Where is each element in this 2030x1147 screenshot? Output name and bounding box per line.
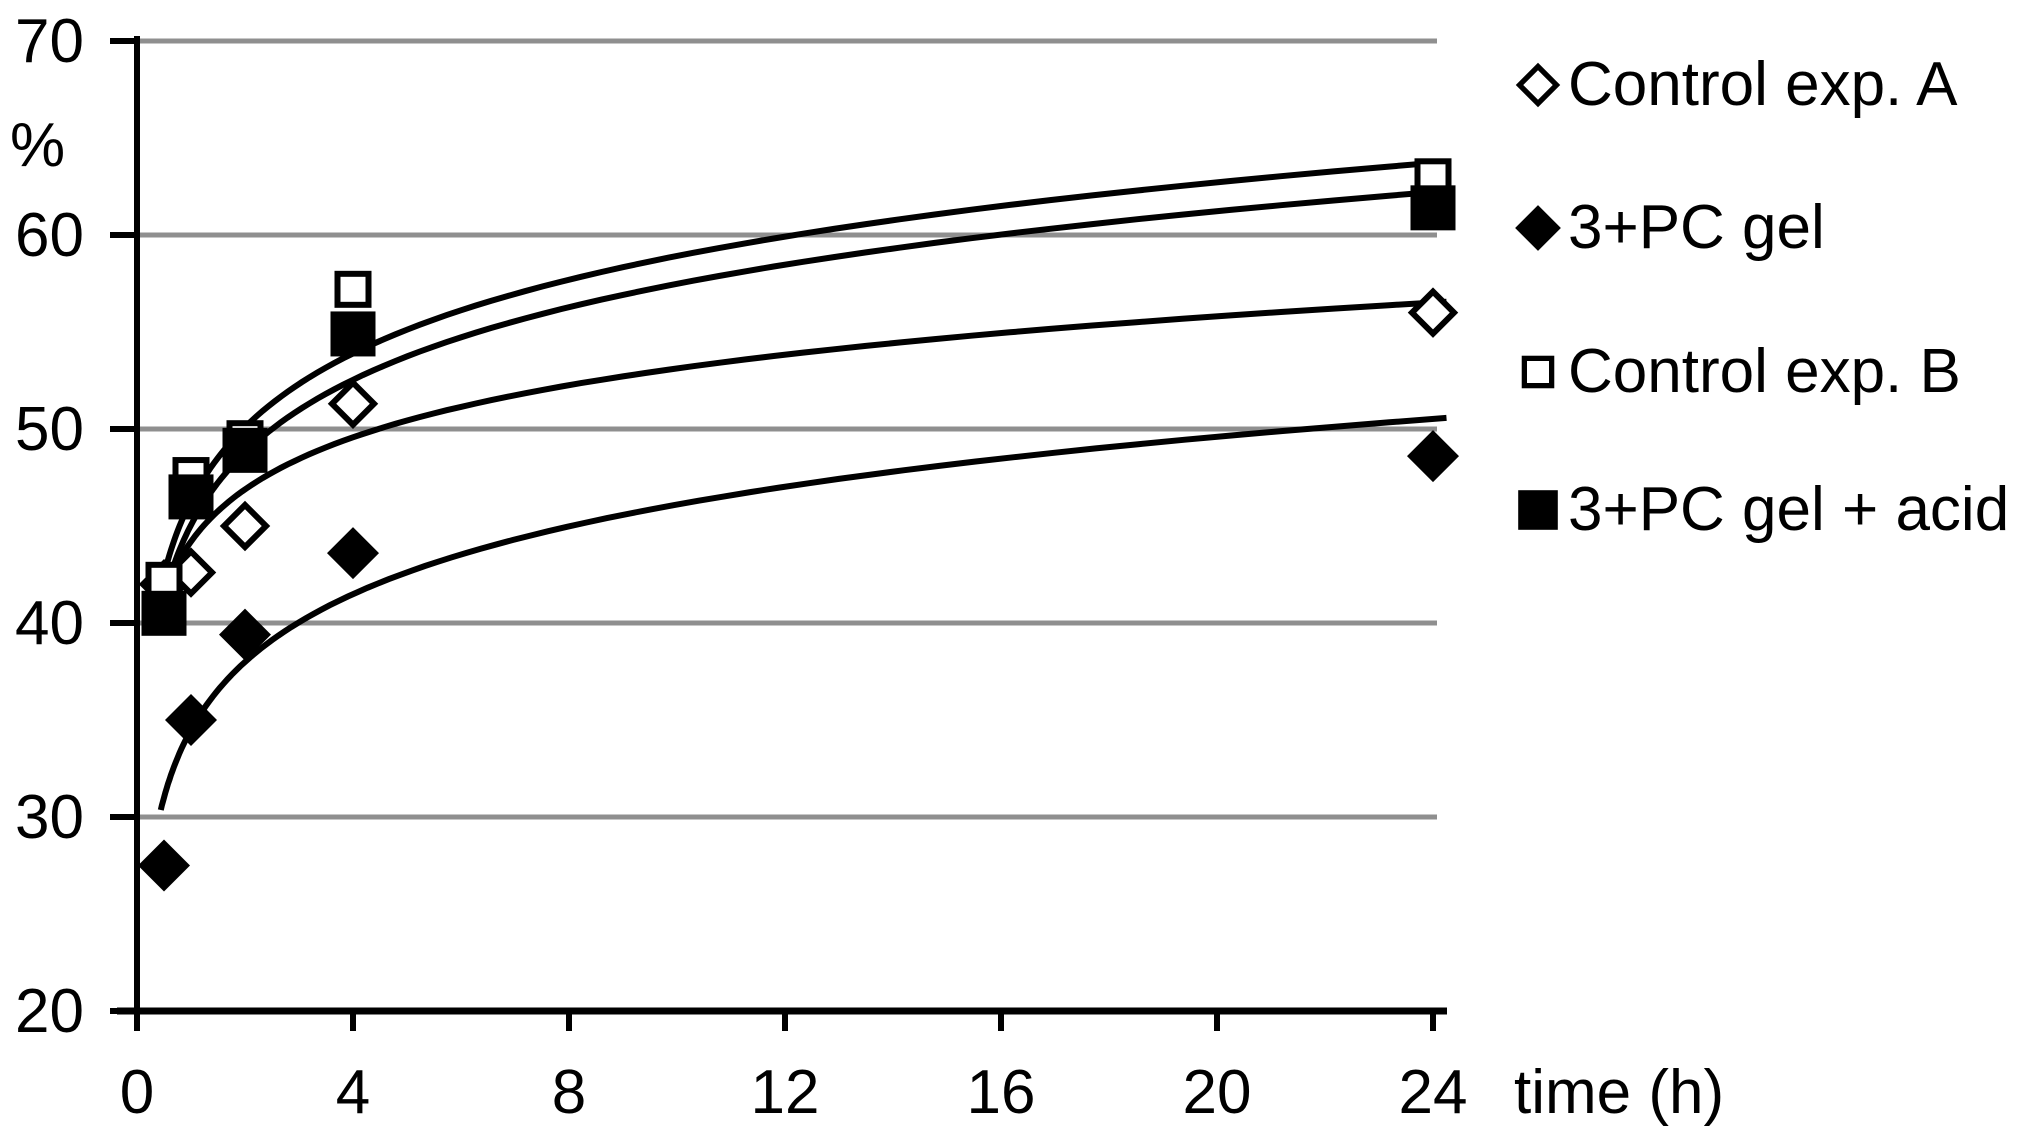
marker-control-exp-b-3	[334, 270, 372, 308]
x-tick-label-0: 0	[120, 1058, 154, 1127]
trend-curve-3-pc-gel-acid	[156, 188, 1447, 617]
trend-curve-control-exp-b	[156, 158, 1447, 594]
marker-control-exp-a-2	[219, 500, 271, 552]
y-tick-label-70: 70	[15, 7, 84, 76]
trend-curve-control-exp-a	[156, 298, 1447, 608]
x-tick-label-16: 16	[967, 1058, 1036, 1127]
legend-marker-control-exp-a-icon	[1515, 62, 1561, 108]
x-tick-label-20: 20	[1183, 1058, 1252, 1127]
marker-control-exp-a-3	[327, 378, 379, 430]
y-tick-label-20: 20	[15, 977, 84, 1046]
y-tick-label-50: 50	[15, 395, 84, 464]
legend-item-3-pc-gel-acid: 3+PC gel + acid	[1512, 465, 2009, 555]
legend-item-label: Control exp. A	[1568, 50, 1958, 119]
open-square-icon	[1521, 355, 1555, 389]
marker-3-pc-gel-acid-2	[222, 427, 268, 473]
filled-square-icon	[1518, 490, 1558, 530]
marker-3-pc-gel-3	[327, 527, 379, 580]
marker-3-pc-gel-2	[219, 608, 271, 661]
marker-3-pc-gel-acid-3	[330, 311, 376, 357]
legend-item-label: Control exp. B	[1568, 337, 1961, 406]
legend-item-label: 3+PC gel	[1568, 193, 1825, 262]
y-tick-label-40: 40	[15, 589, 84, 658]
legend-item-label: 3+PC gel + acid	[1568, 475, 2010, 544]
x-tick-label-24: 24	[1399, 1058, 1468, 1127]
legend-marker-3-pc-gel-icon	[1515, 205, 1561, 251]
marker-3-pc-gel-4	[1407, 430, 1459, 483]
marker-3-pc-gel-1	[165, 694, 217, 746]
marker-control-exp-a-4	[1407, 287, 1459, 338]
legend-marker-3-pc-gel-acid-icon	[1518, 490, 1558, 530]
legend-item-3-pc-gel: 3+PC gel	[1512, 183, 1825, 273]
x-tick-label-8: 8	[552, 1058, 586, 1127]
x-tick-label-4: 4	[336, 1058, 370, 1127]
open-diamond-icon	[1515, 62, 1561, 108]
marker-3-pc-gel-acid-0	[141, 590, 187, 636]
marker-3-pc-gel-acid-4	[1410, 185, 1456, 231]
y-tick-label-30: 30	[15, 783, 84, 852]
x-axis-title: time (h)	[1514, 1058, 1724, 1127]
filled-diamond-icon	[1515, 205, 1561, 251]
legend-marker-control-exp-b-icon	[1521, 355, 1555, 389]
marker-3-pc-gel-acid-1	[168, 474, 214, 520]
legend-item-control-exp-b: Control exp. B	[1512, 327, 1961, 417]
marker-3-pc-gel-0	[138, 839, 190, 892]
trend-curve-3-pc-gel	[157, 414, 1447, 811]
y-tick-label-60: 60	[15, 201, 84, 270]
legend-item-control-exp-a: Control exp. A	[1512, 40, 1957, 130]
x-tick-label-12: 12	[751, 1058, 820, 1127]
legend: Control exp. A 3+PC gel Control exp. B 3+PC…	[1512, 0, 2030, 700]
marker-control-exp-b-0	[145, 561, 183, 599]
y-axis-title: %	[10, 111, 65, 180]
